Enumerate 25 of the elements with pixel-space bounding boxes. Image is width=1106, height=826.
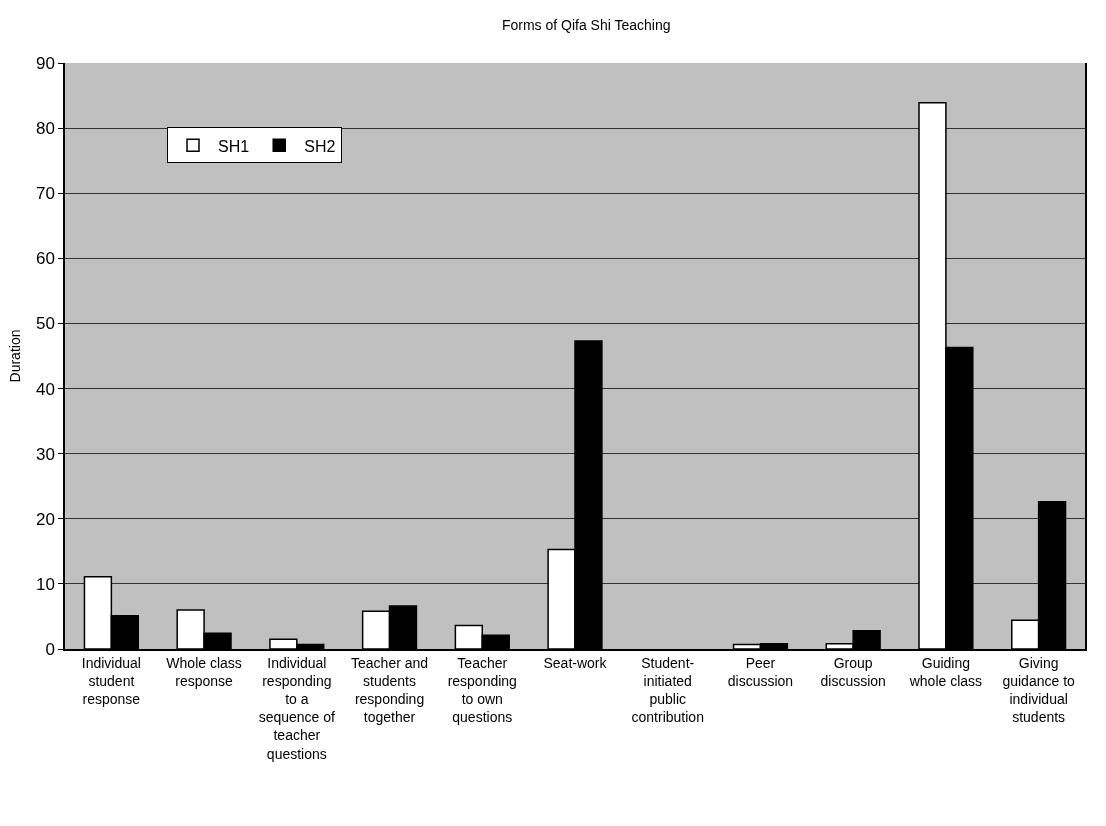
y-tick-label: 0 bbox=[45, 639, 55, 659]
legend-label: SH2 bbox=[304, 137, 336, 155]
x-tick-label: Individual responding to a sequence of teacher questions bbox=[258, 654, 336, 762]
x-tick-label: Giving guidance to individual students bbox=[1002, 654, 1076, 726]
y-tick-label: 90 bbox=[35, 53, 55, 73]
y-tick-label: 50 bbox=[35, 314, 55, 334]
y-tick-label: 30 bbox=[35, 444, 55, 464]
y-tick-label: 20 bbox=[35, 509, 55, 529]
y-tick-label: 60 bbox=[35, 249, 55, 269]
x-tick-label: Teacher and students responding together bbox=[351, 654, 429, 726]
x-tick-label: Peer discussion bbox=[727, 654, 794, 689]
y-tick-label: 40 bbox=[35, 379, 55, 399]
x-tick-label: Whole class response bbox=[166, 654, 242, 689]
x-tick-label: Seat-work bbox=[543, 654, 608, 671]
x-tick-label: Group discussion bbox=[820, 654, 886, 689]
y-tick-label: 70 bbox=[35, 184, 55, 204]
x-tick-label: Teacher responding to own questions bbox=[447, 654, 517, 726]
x-tick-label: Guiding whole class bbox=[908, 654, 983, 689]
legend-label: SH1 bbox=[218, 137, 250, 155]
x-tick-label: Individual student response bbox=[81, 654, 141, 707]
y-axis-title: Duration bbox=[7, 329, 24, 383]
y-tick-label: 10 bbox=[35, 574, 55, 594]
chart-title: Forms of Qifa Shi Teaching bbox=[501, 17, 671, 34]
x-tick-label: Student-initiated public contribution bbox=[631, 654, 704, 726]
y-tick-label: 80 bbox=[35, 119, 55, 139]
